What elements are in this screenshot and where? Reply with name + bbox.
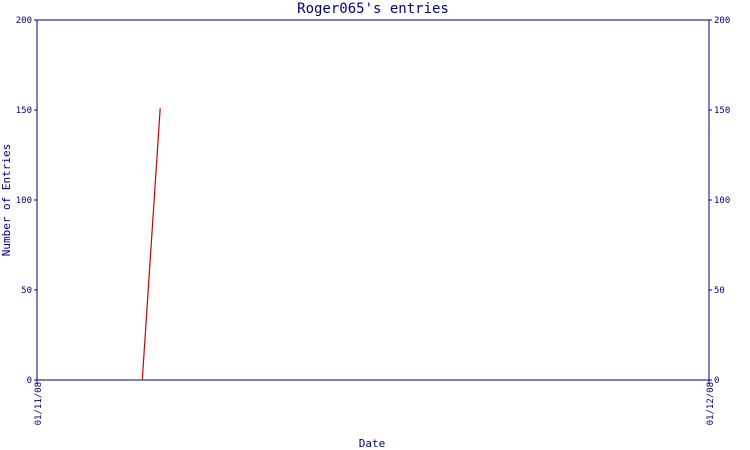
y-axis-label: Number of Entries [0, 144, 13, 257]
right-y-tick-label: 200 [714, 16, 730, 26]
left-y-tick-label: 150 [16, 106, 32, 116]
plot-frame [36, 19, 710, 381]
x-tick-label: 01/11/08 [34, 382, 44, 425]
left-y-ticks: 0 50 100 150 200 [16, 16, 37, 386]
x-ticks: 01/11/08 01/12/08 [34, 380, 716, 425]
right-y-tick-label: 0 [714, 376, 719, 386]
chart-title: Roger065's entries [297, 1, 449, 17]
right-y-tick-label: 100 [714, 196, 730, 206]
x-axis-label: Date [359, 437, 386, 450]
right-y-ticks: 0 50 100 150 200 [709, 16, 730, 386]
x-tick-label: 01/12/08 [706, 382, 716, 425]
left-y-tick-label: 50 [21, 286, 32, 296]
right-y-tick-label: 50 [714, 286, 725, 296]
left-y-tick-label: 0 [27, 376, 32, 386]
series-layer [141, 108, 161, 381]
left-y-tick-label: 100 [16, 196, 32, 206]
series-line [141, 108, 161, 381]
right-y-tick-label: 150 [714, 106, 730, 116]
left-y-tick-label: 200 [16, 16, 32, 26]
